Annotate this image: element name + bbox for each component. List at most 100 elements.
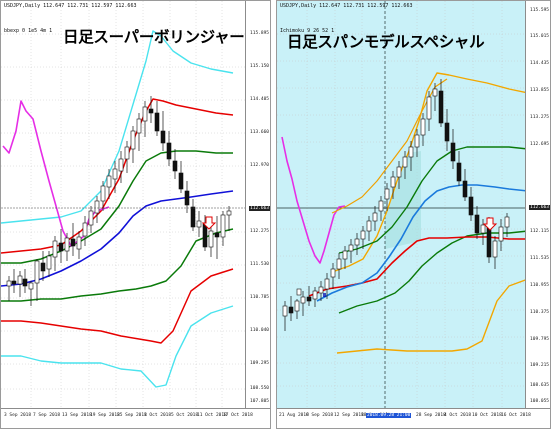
left-date-label: 3 Sep 2018: [4, 413, 32, 418]
right-price-label: 113.855: [530, 88, 549, 93]
right-price-label: 108.635: [530, 383, 549, 388]
candle-body: [288, 306, 294, 314]
candle-body: [498, 226, 504, 242]
candle-body: [306, 296, 312, 302]
left-date-label: 11 Oct 2018: [197, 413, 227, 418]
candle-body: [76, 236, 82, 250]
candle-body: [208, 230, 214, 248]
left-date-label: 13 Sep 2018: [62, 413, 92, 418]
candle-body: [100, 185, 106, 202]
candle-body: [64, 237, 70, 252]
candle-body: [390, 176, 396, 188]
candle-body: [184, 190, 190, 206]
candle-body: [432, 88, 438, 97]
candle-body: [312, 290, 318, 300]
right-date-label: 4 Oct 2018: [444, 413, 472, 418]
cyan-lower-band: [1, 305, 234, 388]
left-price-label: 107.805: [250, 399, 269, 404]
right-small-markers: [296, 288, 326, 297]
red-span-line: [308, 236, 528, 297]
right-ohlc-values: 112.647 112.731 112.597 112.663: [319, 3, 413, 9]
candle-body: [444, 122, 450, 142]
candle-body: [226, 210, 232, 216]
right-date-label: 12 Sep 2018: [334, 413, 364, 418]
candle-body: [166, 142, 172, 160]
candle-body: [58, 242, 64, 252]
candle-body: [462, 180, 468, 198]
left-date-label: 1 Oct 2018: [144, 413, 172, 418]
right-indicator-label: Ichimoku 9 26 52 1: [280, 28, 335, 34]
right-price-label: 109.215: [530, 363, 549, 368]
left-plot-area[interactable]: [1, 1, 247, 411]
candle-body: [148, 108, 154, 114]
candle-body: [6, 280, 12, 287]
candle-body: [88, 210, 94, 226]
green-lower-band: [1, 228, 234, 302]
candle-body: [414, 134, 420, 148]
left-symbol-label: USDJPY,Daily: [4, 3, 41, 9]
right-date-label: 6 Sep 2018: [306, 413, 334, 418]
right-date-axis[interactable]: 21 Aug 2018 6 Sep 2018 12 Sep 2018 18 Se…: [277, 408, 550, 428]
candle-body: [22, 278, 28, 287]
candle-body: [408, 146, 414, 158]
right-plot-area[interactable]: [277, 1, 528, 411]
candle-body: [504, 216, 510, 228]
right-price-axis[interactable]: 115.595 115.015 114.435 113.855 113.275 …: [525, 1, 550, 411]
candle-body: [28, 282, 34, 290]
right-chart-panel[interactable]: USDJPY,Daily 112.647 112.731 112.597 112…: [276, 0, 551, 429]
left-date-label: 7 Sep 2018: [33, 413, 61, 418]
right-date-label: 10 Oct 2018: [472, 413, 502, 418]
candle-body: [160, 130, 166, 144]
candle-body: [70, 238, 76, 247]
red-lower-band: [1, 268, 234, 344]
left-price-label: 110.040: [250, 328, 269, 333]
candle-body: [492, 240, 498, 258]
candle-body: [396, 166, 402, 178]
candle-body: [342, 250, 348, 260]
left-price-label: 108.550: [250, 386, 269, 391]
candle-body: [468, 196, 474, 216]
left-indicator-label: bbexp 0 1e5 4m 1: [4, 28, 53, 34]
candle-body: [366, 220, 372, 232]
left-chart-panel[interactable]: USDJPY,Daily 112.647 112.731 112.597 112…: [0, 0, 271, 429]
left-overlay-title: 日足スーパーボリンジャー: [63, 28, 245, 46]
right-date-label: 21 Aug 2018: [279, 413, 309, 418]
right-candlesticks: [282, 79, 510, 331]
left-price-label: 112.275: [250, 229, 269, 234]
green-upper-band: [1, 150, 233, 264]
candle-body: [384, 188, 390, 200]
candle-body: [124, 146, 130, 160]
candle-body: [196, 220, 202, 228]
left-price-label: 115.150: [250, 64, 269, 69]
candle-body: [40, 262, 46, 272]
candle-body: [354, 238, 360, 246]
candle-body: [106, 175, 112, 188]
left-date-label: 19 Sep 2018: [90, 413, 120, 418]
candle-body: [480, 224, 486, 234]
right-price-label: 108.055: [530, 399, 549, 404]
candle-body: [130, 130, 136, 150]
candle-body: [178, 172, 184, 190]
left-price-label: 109.295: [250, 361, 269, 366]
left-date-axis[interactable]: 3 Sep 2018 7 Sep 2018 13 Sep 2018 19 Sep…: [1, 408, 270, 428]
candle-body: [220, 214, 226, 238]
candle-body: [378, 200, 384, 212]
left-arrow-marker: [201, 216, 217, 230]
left-current-price-tag: 112.663: [249, 206, 270, 211]
left-price-label: 111.530: [250, 262, 269, 267]
right-price-label: 112.695: [530, 142, 549, 147]
left-price-label: 113.660: [250, 130, 269, 135]
green-upper-band: [338, 146, 528, 254]
candle-body: [360, 230, 366, 240]
candle-body: [112, 168, 118, 180]
candle-body: [300, 296, 306, 304]
candle-body: [190, 206, 196, 228]
candle-body: [34, 260, 40, 284]
right-crosshair-date-tag: 2018.09.28 21:00: [366, 413, 412, 418]
right-price-label: 115.015: [530, 34, 549, 39]
right-span-lines: [281, 72, 528, 354]
left-date-label: 17 Oct 2018: [223, 413, 253, 418]
left-price-axis[interactable]: 115.895 115.150 114.405 113.660 112.970 …: [245, 1, 270, 411]
candle-body: [282, 305, 288, 317]
right-overlay-title: 日足スパンモデルスペシャル: [287, 33, 485, 51]
